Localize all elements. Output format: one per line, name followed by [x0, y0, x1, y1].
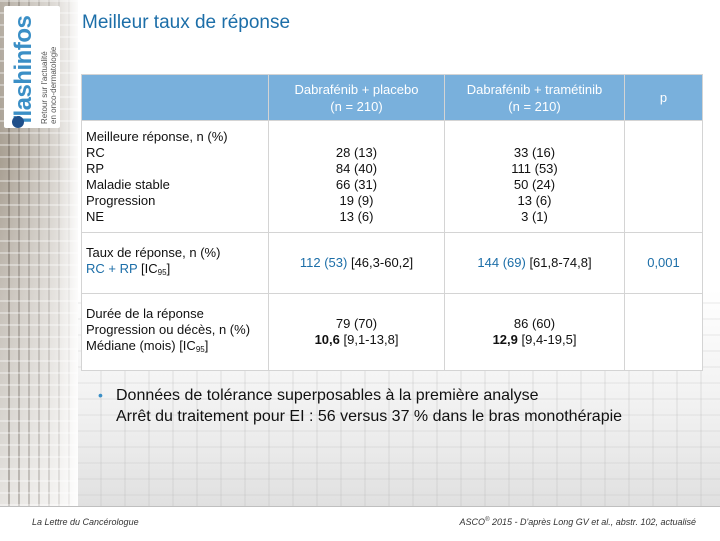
bullet-line-2: Arrêt du traitement pour EI : 56 versus …: [116, 408, 623, 425]
rc-rp-label: RC + RP: [86, 261, 138, 276]
duration-col2-median: 10,6: [314, 332, 340, 347]
header-p: p: [624, 74, 703, 121]
ic-index: 95: [157, 268, 167, 277]
flashinfos-logo: flashinfos Retour sur l'actualité en onc…: [4, 6, 60, 128]
table-row-best-response: Meilleure réponse, n (%) RC RP Maladie s…: [81, 120, 703, 233]
response-rate-sub: RC + RP [IC95]: [86, 261, 264, 281]
cell-col3-ne: 3 (1): [521, 208, 548, 224]
median-ic-end: ]: [204, 338, 209, 353]
table-row-duration: Durée de la réponse Progression ou décès…: [81, 293, 703, 371]
row-label-ne: NE: [86, 208, 105, 224]
duration-col3: 86 (60) 12,9 [9,4-19,5]: [444, 293, 625, 371]
rate-col2-ci: [46,3-60,2]: [350, 255, 414, 270]
header-dabrafenib-trametinib: Dabrafénib + tramétinib (n = 210): [444, 74, 625, 121]
cell-col3-rp: 111 (53): [511, 160, 558, 176]
row-label-rp: RP: [86, 160, 105, 176]
rate-col3-value: 144 (69): [477, 255, 526, 270]
header-empty-cell: [81, 74, 269, 121]
cell-col3-stable: 50 (24): [513, 176, 556, 192]
response-rate-col2: 112 (53) [46,3-60,2]: [268, 232, 445, 294]
response-rate-col3: 144 (69) [61,8-74,8]: [444, 232, 625, 294]
logo-tagline-2: en onco-dermatologie: [49, 46, 58, 124]
rate-col2-value: 112 (53): [299, 255, 348, 270]
duration-col2-ci: [9,1-13,8]: [343, 332, 399, 347]
cell-col2-progression: 19 (9): [339, 192, 374, 208]
cell-col2-rc: 28 (13): [335, 144, 378, 160]
ic-label: [IC: [141, 261, 158, 276]
footer-source: ASCO® 2015 - D'après Long GV et al., abs…: [460, 517, 696, 527]
cell-col3-rc: 33 (16): [513, 144, 556, 160]
duration-col3-ci: [9,4-19,5]: [521, 332, 577, 347]
row-label-progression: Progression: [86, 192, 156, 208]
duration-p: [624, 293, 703, 371]
median-label: Médiane (mois) [IC: [86, 338, 196, 353]
logo-tagline: Retour sur l'actualité en onco-dermatolo…: [40, 47, 58, 124]
duration-col2-events: 79 (70): [335, 316, 378, 331]
header-col2-line1: Dabrafénib + placebo: [294, 81, 419, 97]
duration-line2: Progression ou décès, n (%): [86, 322, 251, 337]
page-title: Meilleur taux de réponse: [82, 12, 291, 33]
duration-col2-median-line: 10,6 [9,1-13,8]: [273, 332, 440, 348]
table-row-response-rate: Taux de réponse, n (%) RC + RP [IC95] 11…: [81, 232, 703, 294]
row-label-rc: RC: [86, 144, 105, 160]
best-response-col3: 33 (16) 111 (53) 50 (24) 13 (6) 3 (1): [444, 120, 625, 233]
bullet-dot-icon: •: [98, 387, 103, 403]
duration-col2: 79 (70) 10,6 [9,1-13,8]: [268, 293, 445, 371]
rate-col3-ci: [61,8-74,8]: [529, 255, 592, 270]
median-ic-index: 95: [195, 345, 205, 354]
cell-col2-stable: 66 (31): [335, 176, 378, 192]
header-col3-line2: (n = 210): [508, 98, 561, 114]
response-rate-p: 0,001: [624, 232, 703, 294]
best-response-p: [624, 120, 703, 233]
response-table: Dabrafénib + placebo (n = 210) Dabraféni…: [81, 74, 703, 371]
duration-labels: Durée de la réponse Progression ou décès…: [81, 293, 269, 371]
logo-brand: flashinfos: [10, 15, 37, 124]
duration-line3: Médiane (mois) [IC95]: [86, 338, 264, 358]
bullet-list: • Données de tolérance superposables à l…: [98, 385, 700, 427]
cell-col2-rp: 84 (40): [335, 160, 378, 176]
bullet-line-1: Données de tolérance superposables à la …: [116, 387, 539, 404]
footer-registered: ®: [485, 517, 490, 523]
response-rate-title: Taux de réponse, n (%): [86, 245, 221, 260]
footer: La Lettre du Cancérologue ASCO® 2015 - D…: [0, 506, 720, 541]
cell-col3-progression: 13 (6): [517, 192, 552, 208]
header-col3-line1: Dabrafénib + tramétinib: [466, 81, 603, 97]
duration-col3-events: 86 (60): [513, 316, 556, 331]
logo-tagline-1: Retour sur l'actualité: [40, 51, 49, 124]
duration-title: Durée de la réponse: [86, 306, 204, 321]
row-label-stable: Maladie stable: [86, 176, 170, 192]
best-response-title: Meilleure réponse, n (%): [86, 128, 228, 144]
cell-col2-ne: 13 (6): [339, 208, 374, 224]
footer-journal: La Lettre du Cancérologue: [32, 517, 139, 527]
duration-col3-median-line: 12,9 [9,4-19,5]: [449, 332, 620, 348]
footer-reference: 2015 - D'après Long GV et al., abstr. 10…: [489, 517, 696, 527]
duration-col3-median: 12,9: [492, 332, 518, 347]
logo-dot-icon: [12, 116, 24, 128]
footer-asco: ASCO: [459, 517, 486, 527]
best-response-col2: 28 (13) 84 (40) 66 (31) 19 (9) 13 (6): [268, 120, 445, 233]
ic-end: ]: [166, 261, 171, 276]
header-dabrafenib-placebo: Dabrafénib + placebo (n = 210): [268, 74, 445, 121]
best-response-labels: Meilleure réponse, n (%) RC RP Maladie s…: [81, 120, 269, 233]
header-col2-line2: (n = 210): [330, 98, 383, 114]
response-rate-labels: Taux de réponse, n (%) RC + RP [IC95]: [81, 232, 269, 294]
